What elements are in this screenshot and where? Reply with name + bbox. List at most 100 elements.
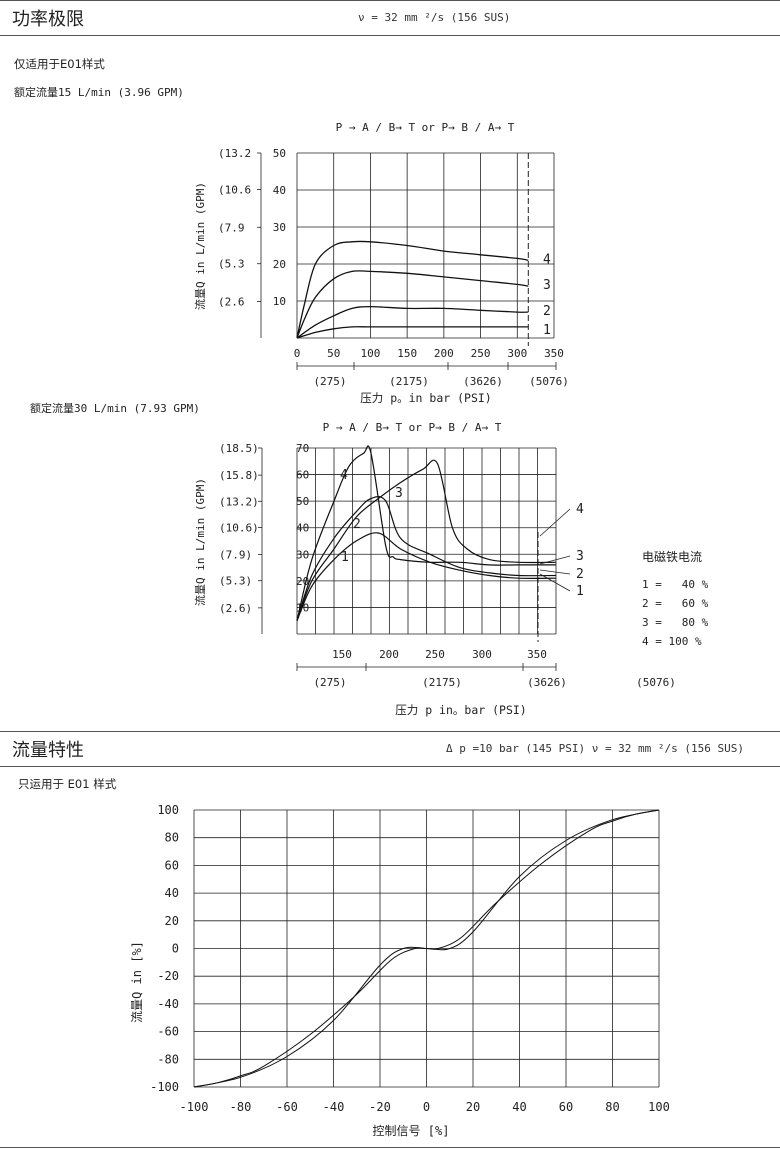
x-tick-label: 350 [544, 347, 564, 360]
series-line [296, 326, 529, 339]
y-tick-label: 10 [273, 295, 286, 308]
x-tick-label: 350 [527, 648, 547, 661]
secondary-y-tick-label: (10.6) [219, 521, 259, 534]
section-condition: ν = 32 mm ²/s (156 SUS) [358, 11, 511, 24]
x-tick-label: -60 [276, 1100, 298, 1114]
applicability-note: 只运用于 E01 样式 [18, 777, 117, 791]
y-tick-label: 40 [165, 886, 179, 900]
chart-subtitle: P → A / B→ T or P→ B / A→ T [323, 421, 502, 434]
legend-item: 2 = 60 % [642, 597, 709, 610]
x-tick-label: 100 [360, 347, 380, 360]
x-tick-label: 100 [648, 1100, 670, 1114]
y-tick-label: 20 [165, 914, 179, 928]
y-tick-label: 30 [273, 221, 286, 234]
secondary-x-tick-label: (275) [313, 375, 346, 388]
section-header-flow-characteristic: 流量特性 Δ p =10 bar (145 PSI) ν = 32 mm ²/s… [0, 731, 780, 767]
y-axis-label: 流量Q in [%] [130, 941, 144, 1023]
x-tick-label: 200 [379, 648, 399, 661]
chart-flow-characteristic: -100 -80 -60 -40 -20 0 20 40 60 80 100 100 80 60 40 20 0… [130, 803, 670, 1138]
legend-item: 1 = 40 % [642, 578, 709, 591]
series-leader-line [539, 569, 571, 575]
y-tick-label: 80 [165, 831, 179, 845]
series-label: 2 [576, 567, 584, 582]
secondary-y-tick-label: (10.6 [218, 183, 251, 196]
legend-title: 电磁铁电流 [642, 550, 703, 564]
series-label: 3 [576, 549, 584, 564]
y-tick-label: -100 [150, 1080, 179, 1094]
series-line [296, 240, 529, 339]
secondary-x-tick-label: (2175) [422, 676, 462, 689]
y-axis-label: 流量Q in L/min (GPM) [193, 478, 207, 606]
page-bottom-border [0, 1147, 780, 1148]
secondary-y-tick-label: (2.6) [219, 602, 252, 615]
x-tick-label: 150 [332, 648, 352, 661]
series-label: 1 [576, 584, 584, 599]
secondary-x-tick-label: (3626) [527, 676, 567, 689]
series-label: 2 [543, 304, 551, 319]
y-tick-label: 20 [273, 258, 286, 271]
series-line [296, 459, 557, 621]
series-leader-line [539, 573, 571, 592]
solenoid-current-legend: 电磁铁电流 1 = 40 % 2 = 60 % 3 = 80 % 4 = 100… [642, 548, 708, 651]
x-tick-label: 50 [327, 347, 340, 360]
secondary-y-tick-label: (18.5) [219, 442, 259, 455]
section-title: 流量特性 [12, 740, 84, 761]
series-leader-line [539, 508, 571, 537]
y-tick-label: 50 [273, 147, 286, 160]
y-tick-label: 40 [296, 522, 309, 535]
chart-power-limit-30: P → A / B→ T or P→ B / A→ T1020304050607… [193, 421, 676, 717]
x-tick-label: -20 [369, 1100, 391, 1114]
series-line [296, 270, 529, 339]
x-axis-label: 压力 p in。bar (PSI) [395, 703, 526, 717]
series-line [296, 532, 557, 621]
series-label: 4 [543, 252, 551, 267]
section-title: 功率极限 [12, 9, 84, 30]
series-label: 3 [395, 486, 403, 501]
series-label: 3 [543, 278, 551, 293]
y-tick-label: 60 [296, 469, 309, 482]
y-tick-label: 40 [273, 184, 286, 197]
x-tick-label: 80 [605, 1100, 619, 1114]
secondary-x-tick-label: (3626) [463, 375, 503, 388]
chart1-caption: 额定流量15 L/min (3.96 GPM) [14, 86, 184, 99]
series-label: 2 [353, 517, 361, 532]
y-tick-label: 70 [296, 442, 309, 455]
secondary-y-tick-label: (2.6 [218, 296, 245, 309]
x-tick-label: 20 [466, 1100, 480, 1114]
x-tick-label: 40 [512, 1100, 526, 1114]
applicability-note: 仅适用于E01样式 [14, 57, 105, 71]
x-tick-label: 300 [472, 648, 492, 661]
secondary-x-tick-label: (275) [313, 676, 346, 689]
legend-item: 4 = 100 % [642, 635, 702, 648]
chart2-caption: 额定流量30 L/min (7.93 GPM) [30, 402, 200, 415]
y-tick-label: 100 [157, 803, 179, 817]
y-tick-label: 60 [165, 858, 179, 872]
section-header-power-limit: 功率极限 ν = 32 mm ²/s (156 SUS) [0, 0, 780, 36]
section-condition: Δ p =10 bar (145 PSI) ν = 32 mm ²/s (156… [446, 742, 745, 755]
x-tick-label: -80 [230, 1100, 252, 1114]
series-label: 4 [576, 502, 584, 517]
x-axis-label: 压力 p。in bar (PSI) [360, 391, 491, 405]
series-leader-line [539, 555, 571, 565]
y-tick-label: -60 [157, 1025, 179, 1039]
x-tick-label: 300 [507, 347, 527, 360]
series-line [193, 809, 660, 1088]
legend-item: 3 = 80 % [642, 616, 709, 629]
x-tick-label: -100 [180, 1100, 209, 1114]
x-tick-label: 0 [423, 1100, 430, 1114]
series-label: 1 [341, 550, 349, 565]
x-tick-label: 200 [434, 347, 454, 360]
secondary-y-tick-label: (7.9) [219, 549, 252, 562]
x-tick-label: 250 [425, 648, 445, 661]
series-label: 4 [340, 468, 348, 483]
secondary-y-tick-label: (13.2) [219, 495, 259, 508]
series-label: 1 [543, 323, 551, 338]
series-line [296, 305, 529, 339]
y-axis-label: 流量Q in L/min (GPM) [193, 182, 207, 310]
series-line [193, 809, 660, 1088]
chart-power-limit-15: P → A / B→ T or P→ B / A→ T0 50 100 150 200 2… [193, 121, 569, 405]
y-tick-label: 0 [172, 942, 179, 956]
y-tick-label: -40 [157, 997, 179, 1011]
secondary-y-tick-label: (13.2 [218, 147, 251, 160]
x-tick-label: -40 [323, 1100, 345, 1114]
